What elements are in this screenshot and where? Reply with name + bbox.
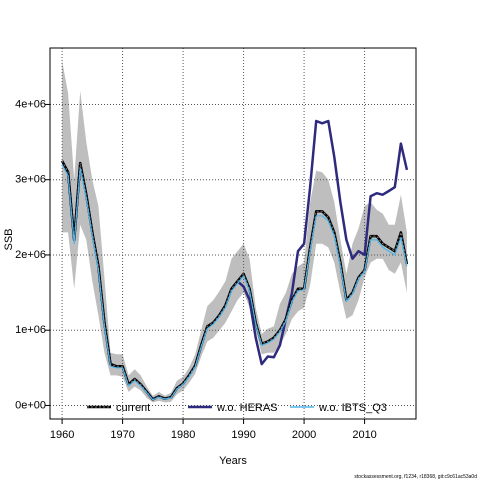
legend-label: current [116, 402, 150, 414]
y-tick-label: 2e+06 [15, 249, 46, 261]
series-line-2 [61, 164, 408, 401]
series-line-0 [60, 160, 409, 401]
grid [50, 48, 416, 419]
x-tick-label: 2000 [292, 429, 316, 441]
confidence-band-area [62, 60, 407, 403]
y-tick-label: 3e+06 [15, 174, 46, 186]
footer-credit: stockassessment.org, f1234, r18368, git:… [354, 474, 477, 480]
legend: current w.o. HERAS w.o. IBTS_Q3 [87, 402, 387, 414]
legend-label: w.o. IBTS_Q3 [318, 402, 387, 414]
plot-frame [49, 47, 417, 420]
y-tick-label: 4e+06 [15, 98, 46, 110]
series-lines [60, 119, 409, 401]
x-axis: 1960 1970 1980 1990 2000 2010 [50, 419, 377, 441]
x-tick-label: 1960 [50, 429, 74, 441]
y-tick-label: 0e+00 [15, 399, 46, 411]
x-tick-label: 1990 [231, 429, 255, 441]
legend-label: w.o. HERAS [216, 402, 278, 414]
y-tick-label: 1e+06 [15, 324, 46, 336]
confidence-band [62, 60, 407, 403]
y-axis-label: SSB [3, 228, 15, 250]
y-axis: 0e+00 1e+06 2e+06 3e+06 4e+06 [15, 98, 50, 411]
x-tick-label: 1970 [110, 429, 134, 441]
x-tick-label: 2010 [352, 429, 376, 441]
x-axis-label: Years [219, 455, 247, 467]
x-tick-label: 1980 [171, 429, 195, 441]
